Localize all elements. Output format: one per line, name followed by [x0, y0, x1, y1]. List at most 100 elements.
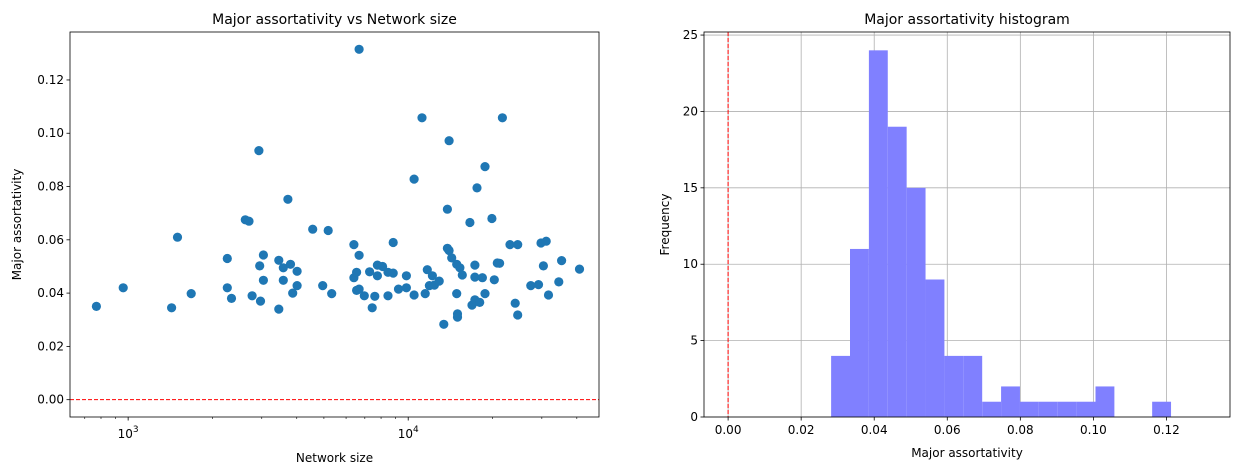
y-tick-label: 0.02 [37, 339, 64, 353]
scatter-point [323, 225, 333, 236]
scatter-point [470, 272, 480, 282]
scatter-point [401, 271, 411, 281]
x-tick-label: 0.10 [1080, 423, 1107, 437]
y-tick-label: 0.04 [37, 286, 64, 300]
histogram-bar [906, 187, 926, 417]
scatter-point [365, 267, 375, 277]
scatter-point [470, 260, 480, 270]
scatter-point [409, 174, 419, 184]
scatter-point [283, 194, 293, 204]
y-tick-label: 0.08 [37, 180, 64, 194]
scatter-point [497, 113, 507, 123]
scatter-point [167, 303, 177, 313]
scatter-point [352, 267, 362, 277]
scatter-point [439, 319, 449, 329]
scatter-point [533, 280, 544, 290]
scatter-point [422, 265, 432, 275]
scatter-point [258, 275, 268, 285]
scatter-point [258, 250, 268, 260]
scatter-point [487, 213, 497, 224]
histogram-y-ticks: 0 5 10 15 20 25 [683, 28, 704, 424]
scatter-point [477, 273, 487, 283]
scatter-point [244, 216, 254, 226]
x-tick-label: 0.04 [861, 423, 888, 437]
x-tick-label: 104 [398, 425, 419, 441]
histogram-bar [982, 401, 1002, 417]
scatter-point [541, 236, 551, 246]
scatter-point [226, 293, 237, 303]
scatter-plot-area [70, 44, 599, 401]
x-tick-label: 0.00 [715, 423, 742, 437]
scatter-point [417, 113, 427, 123]
histogram-panel: Major assortativity histogram 0.00 0.02 0.… [658, 12, 1231, 460]
scatter-point [308, 224, 318, 234]
scatter-point [274, 304, 284, 314]
scatter-point [255, 261, 265, 271]
y-tick-label: 15 [683, 181, 698, 195]
histogram-x-ticks: 0.00 0.02 0.04 0.06 0.08 0.10 0.12 [715, 417, 1180, 437]
scatter-point [455, 263, 465, 273]
histogram-bar [887, 126, 907, 417]
scatter-y-ticks: 0.00 0.02 0.04 0.06 0.08 0.10 0.12 [37, 73, 70, 407]
y-tick-label: 10 [683, 257, 698, 271]
scatter-point [278, 275, 288, 285]
scatter-point [444, 136, 454, 146]
histogram-bar [1019, 401, 1039, 417]
scatter-point [292, 281, 302, 291]
x-tick-label: 0.08 [1007, 423, 1034, 437]
scatter-point [409, 290, 419, 300]
scatter-point [557, 256, 567, 266]
scatter-point [354, 250, 364, 260]
scatter-point [254, 146, 264, 156]
scatter-point [538, 261, 549, 271]
scatter-axes-frame [69, 31, 600, 418]
scatter-point [513, 310, 523, 320]
histogram-y-axis-label: Frequency [658, 194, 672, 256]
scatter-x-ticks: 103 104 [84, 417, 578, 441]
scatter-point [285, 259, 296, 269]
y-tick-label: 25 [683, 28, 698, 42]
scatter-point [457, 270, 467, 280]
scatter-point [480, 289, 490, 299]
scatter-point [222, 283, 232, 293]
histogram-bar [1076, 401, 1096, 417]
scatter-point [505, 240, 515, 250]
scatter-point [327, 289, 337, 299]
scatter-point [574, 264, 585, 274]
scatter-point [427, 271, 437, 281]
y-tick-label: 0.00 [37, 393, 64, 407]
y-tick-label: 0.12 [37, 73, 64, 87]
scatter-point [359, 291, 369, 301]
scatter-point [118, 283, 128, 293]
scatter-point [378, 261, 388, 272]
scatter-x-axis-label: Network size [296, 451, 373, 465]
scatter-point [349, 240, 359, 250]
histogram-bars [831, 50, 1172, 417]
histogram-bar [963, 355, 983, 417]
scatter-point [318, 281, 328, 291]
scatter-point [472, 183, 482, 193]
scatter-point [372, 271, 382, 281]
scatter-point [292, 266, 302, 276]
scatter-point [278, 263, 288, 273]
scatter-point [91, 301, 101, 311]
y-tick-label: 20 [683, 104, 698, 118]
histogram-bar [850, 248, 869, 417]
scatter-point [420, 289, 430, 299]
scatter-point [383, 291, 393, 301]
histogram-bar [925, 279, 945, 417]
scatter-point [434, 276, 444, 286]
histogram-bar [1057, 401, 1077, 417]
scatter-point [354, 284, 364, 294]
scatter-point [255, 296, 266, 306]
scatter-y-axis-label: Major assortativity [10, 169, 24, 281]
scatter-point [388, 268, 398, 278]
x-tick-label: 103 [118, 425, 139, 441]
scatter-point [480, 162, 490, 172]
scatter-point [288, 288, 298, 298]
scatter-point [442, 204, 452, 214]
y-tick-label: 0.10 [37, 126, 64, 140]
scatter-point [495, 258, 505, 268]
scatter-point [393, 284, 404, 294]
